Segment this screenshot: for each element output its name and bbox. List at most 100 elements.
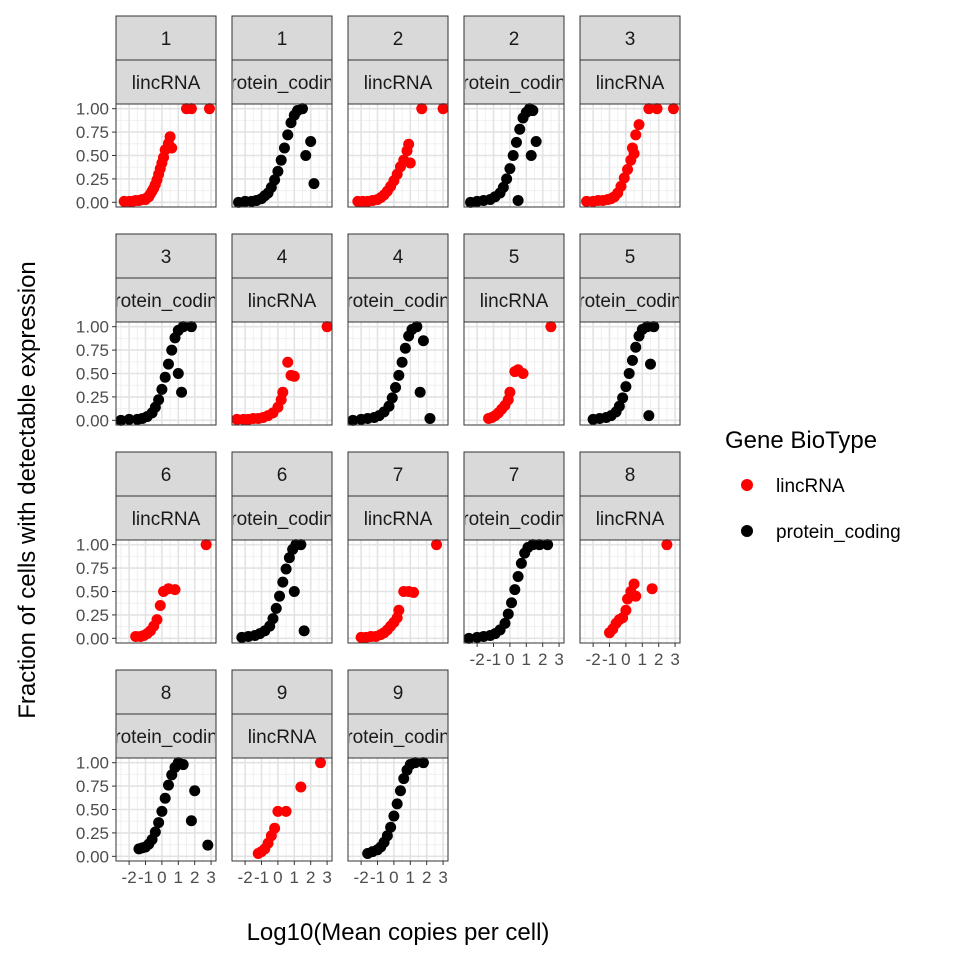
x-axis-title: Log10(Mean copies per cell) [247, 919, 550, 946]
x-tick-label: 0 [157, 868, 166, 887]
strip-cluster-label: 3 [161, 247, 172, 268]
data-point [176, 386, 188, 398]
strip-cluster-bg [579, 233, 681, 279]
data-point [200, 539, 212, 551]
y-tick-label: 0.25 [76, 606, 109, 625]
x-tick-label: -1 [138, 868, 153, 887]
data-point [545, 321, 557, 333]
data-point [321, 321, 333, 333]
strip-biotype-label: lincRNA [132, 73, 201, 94]
data-point [633, 119, 645, 131]
data-point [153, 817, 165, 829]
x-tick-label: 1 [290, 868, 299, 887]
facet-panel: 7 protein_coding -2 -1 0 1 2 3 [452, 451, 577, 669]
facet-panel: 8 protein_coding 0.00 0.25 0.50 0.75 1.00 -2 -1 0… [76, 669, 229, 887]
data-point [527, 105, 539, 117]
x-tick-label: 3 [438, 868, 447, 887]
data-point [185, 321, 197, 333]
data-point [618, 172, 630, 184]
panel-border [231, 103, 333, 208]
facet-panel: 3 lincRNA [579, 15, 681, 208]
x-tick-label: 0 [505, 650, 514, 669]
data-point [381, 830, 393, 842]
x-tick-label: 0 [621, 650, 630, 669]
strip-cluster-bg [347, 669, 449, 715]
data-point [391, 798, 403, 810]
data-point [628, 578, 640, 590]
data-point [151, 614, 163, 626]
x-tick-label: 1 [638, 650, 647, 669]
data-point [315, 757, 327, 769]
y-tick-label: 0.00 [76, 629, 109, 648]
data-point [269, 822, 281, 834]
x-tick-label: 1 [522, 650, 531, 669]
strip-cluster-label: 5 [509, 247, 520, 268]
data-point [502, 608, 514, 620]
strip-biotype-label: protein_coding [568, 291, 693, 312]
data-point [169, 584, 181, 596]
facet-panel: 2 protein_coding [463, 15, 565, 208]
y-tick-label: 0.50 [76, 365, 109, 384]
y-tick-label: 0.25 [76, 824, 109, 843]
strip-cluster-label: 5 [625, 247, 636, 268]
data-point [295, 781, 307, 793]
strip-biotype-label: protein_coding [220, 73, 345, 94]
x-tick-label: 2 [422, 868, 431, 887]
data-point [202, 839, 214, 851]
strip-cluster-bg [115, 669, 217, 715]
panel-border [231, 321, 333, 426]
strip-cluster-bg [347, 451, 449, 497]
data-point [277, 576, 289, 588]
data-point [156, 383, 168, 395]
data-point [651, 103, 663, 115]
x-tick-label: 2 [306, 868, 315, 887]
y-axis-title: Fraction of cells with detectable expres… [14, 261, 41, 719]
strip-biotype-label: protein_coding [452, 509, 577, 530]
data-point [308, 178, 320, 190]
data-point [424, 412, 436, 424]
data-point [166, 344, 178, 356]
data-point [398, 773, 410, 785]
data-point [203, 103, 215, 115]
strip-biotype-label: lincRNA [248, 291, 317, 312]
data-point [623, 368, 635, 379]
data-point [162, 779, 174, 791]
data-point [383, 400, 395, 412]
x-tick-label: 3 [322, 868, 331, 887]
strip-biotype-label: protein_coding [336, 727, 461, 748]
strip-cluster-bg [231, 15, 333, 61]
data-point [159, 792, 171, 804]
x-tick-label: -2 [354, 868, 369, 887]
y-tick-label: 0.75 [76, 341, 109, 360]
facet-panel: 5 lincRNA [463, 233, 565, 426]
strip-biotype-bg [115, 713, 217, 759]
strip-biotype-label: protein_coding [104, 727, 229, 748]
data-point [269, 174, 281, 186]
data-point [172, 368, 184, 379]
data-point [403, 138, 415, 150]
data-point [154, 600, 166, 612]
data-point [510, 136, 522, 148]
strip-cluster-bg [115, 233, 217, 279]
strip-biotype-label: lincRNA [364, 73, 433, 94]
data-point [272, 805, 284, 817]
data-point [667, 103, 679, 115]
strip-cluster-label: 1 [277, 29, 288, 50]
y-tick-label: 0.00 [76, 193, 109, 212]
strip-biotype-bg [347, 277, 449, 323]
panel-border [579, 539, 681, 644]
y-tick-label: 0.00 [76, 411, 109, 430]
strip-biotype-bg [347, 495, 449, 541]
data-point [416, 103, 428, 115]
x-tick-label: -1 [254, 868, 269, 887]
data-point [396, 356, 408, 368]
x-tick-label: -2 [586, 650, 601, 669]
strip-biotype-label: protein_coding [220, 509, 345, 530]
strip-cluster-label: 9 [277, 683, 288, 704]
data-point [288, 586, 300, 597]
x-tick-label: -1 [602, 650, 617, 669]
data-point [437, 103, 449, 115]
data-point [506, 597, 518, 609]
data-point [525, 150, 537, 161]
strip-cluster-bg [347, 15, 449, 61]
